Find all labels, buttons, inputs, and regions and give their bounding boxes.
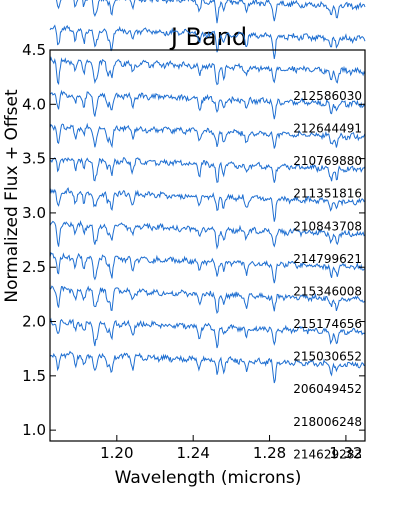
series-labels: 212586030 212644491 210769880 211351816 2108… (293, 89, 362, 461)
series-label: 212644491 (293, 122, 362, 136)
series-label: 218006248 (293, 415, 362, 429)
spectrum-line (49, 285, 366, 314)
y-tick-label: 2.0 (22, 313, 46, 331)
series-label: 215030652 (293, 350, 362, 364)
spectrum-line (49, 317, 366, 349)
spectrum-line (49, 219, 366, 250)
plot-frame (49, 49, 366, 442)
spectrum-line (49, 56, 366, 86)
y-tick-label: 4.0 (22, 95, 46, 113)
spectrum-line (49, 187, 366, 222)
x-tick-label: 1.24 (176, 444, 209, 462)
x-tick-label: 1.28 (253, 444, 286, 462)
x-tick-label: 1.20 (100, 444, 133, 462)
chart-title: J Band (169, 23, 247, 51)
x-tick-label: 1.32 (329, 444, 362, 462)
spectrum-line (49, 252, 366, 284)
spectrum-line (49, 122, 366, 149)
spectrum-line (49, 89, 366, 120)
y-tick-label: 3.5 (22, 150, 46, 168)
series-label: 215174656 (293, 317, 362, 331)
series-label: 215346008 (293, 284, 362, 298)
spectrum-line (49, 24, 366, 59)
y-tick-label: 1.5 (22, 367, 46, 385)
y-tick-label: 4.5 (22, 41, 46, 59)
x-axis-title: Wavelength (microns) (115, 468, 302, 488)
y-axis: 1.0 1.5 2.0 2.5 3.0 3.5 4.0 4.5 (22, 41, 365, 439)
series-label: 206049452 (293, 382, 362, 396)
spectrum-line (49, 157, 366, 184)
spectrum-line (56, 0, 366, 24)
series-label: 214629283 (293, 447, 362, 461)
plot-area (49, 0, 366, 384)
y-axis-title: Normalized Flux + Offset (2, 89, 22, 303)
series-label: 214799621 (293, 252, 362, 266)
x-axis: 1.20 1.24 1.28 1.32 (100, 435, 363, 462)
series-label: 210769880 (293, 154, 362, 168)
series-label: 211351816 (293, 187, 362, 201)
y-tick-label: 2.5 (22, 258, 46, 276)
series-label: 212586030 (293, 89, 362, 103)
y-tick-label: 1.0 (22, 421, 46, 439)
y-tick-label: 3.0 (22, 204, 46, 222)
series-label: 210843708 (293, 219, 362, 233)
spectrum-line (49, 350, 366, 384)
